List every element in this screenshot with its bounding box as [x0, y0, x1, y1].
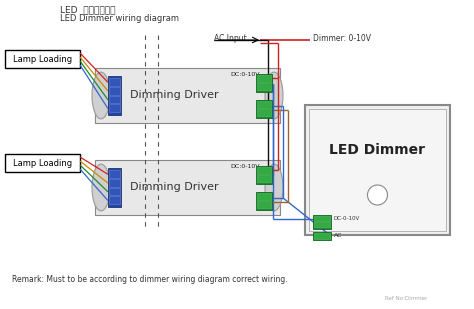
Text: Ref No:Dimmer: Ref No:Dimmer [385, 296, 428, 301]
Bar [257, 193, 271, 200]
Ellipse shape [92, 164, 110, 211]
Ellipse shape [265, 164, 283, 211]
Text: AC Input: AC Input [214, 34, 247, 43]
Text: Remark: Must to be according to dimmer wiring diagram correct wiring.: Remark: Must to be according to dimmer w… [12, 275, 288, 284]
Text: Dimmer: 0-10V: Dimmer: 0-10V [313, 34, 371, 43]
Circle shape [367, 185, 388, 205]
Bar [256, 192, 272, 210]
Bar [5, 50, 80, 68]
Text: DC:0-10V: DC:0-10V [230, 164, 259, 169]
Bar [5, 154, 80, 172]
Text: AC: AC [258, 192, 266, 197]
Text: AC: AC [258, 100, 266, 105]
Bar [257, 109, 271, 116]
Text: Dimming Driver: Dimming Driver [130, 182, 219, 192]
Bar [109, 95, 120, 103]
Bar [305, 105, 450, 235]
Text: Lamp Loading: Lamp Loading [13, 159, 72, 167]
Text: LED Dimmer wiring diagram: LED Dimmer wiring diagram [60, 14, 179, 23]
Bar [109, 188, 120, 195]
Text: DC-0-10V: DC-0-10V [334, 216, 360, 221]
Bar [257, 101, 271, 108]
Bar [314, 233, 330, 239]
Bar [95, 160, 280, 215]
Bar [314, 222, 330, 227]
Bar [109, 179, 120, 187]
Bar [108, 76, 121, 115]
Bar [256, 100, 272, 118]
Bar [256, 74, 272, 92]
Text: DC:0-10V: DC:0-10V [230, 72, 259, 77]
Bar [257, 175, 271, 182]
Bar [257, 167, 271, 174]
Bar [257, 75, 271, 82]
Bar [108, 168, 121, 207]
Ellipse shape [265, 72, 283, 119]
Bar [109, 78, 120, 86]
Text: AC: AC [334, 233, 343, 238]
Text: LED  调光器接线图: LED 调光器接线图 [60, 5, 116, 14]
Bar [95, 68, 280, 123]
Bar [257, 201, 271, 208]
Text: LED Dimmer: LED Dimmer [329, 143, 426, 157]
Bar [109, 196, 120, 204]
Text: Dimming Driver: Dimming Driver [130, 90, 219, 100]
Bar [109, 104, 120, 112]
Bar [313, 215, 331, 229]
Bar [257, 83, 271, 90]
Bar [109, 170, 120, 178]
Bar [256, 166, 272, 184]
Bar [309, 109, 446, 231]
Bar [314, 216, 330, 221]
Ellipse shape [92, 72, 110, 119]
Bar [109, 87, 120, 95]
Bar [313, 232, 331, 240]
Text: Lamp Loading: Lamp Loading [13, 54, 72, 64]
